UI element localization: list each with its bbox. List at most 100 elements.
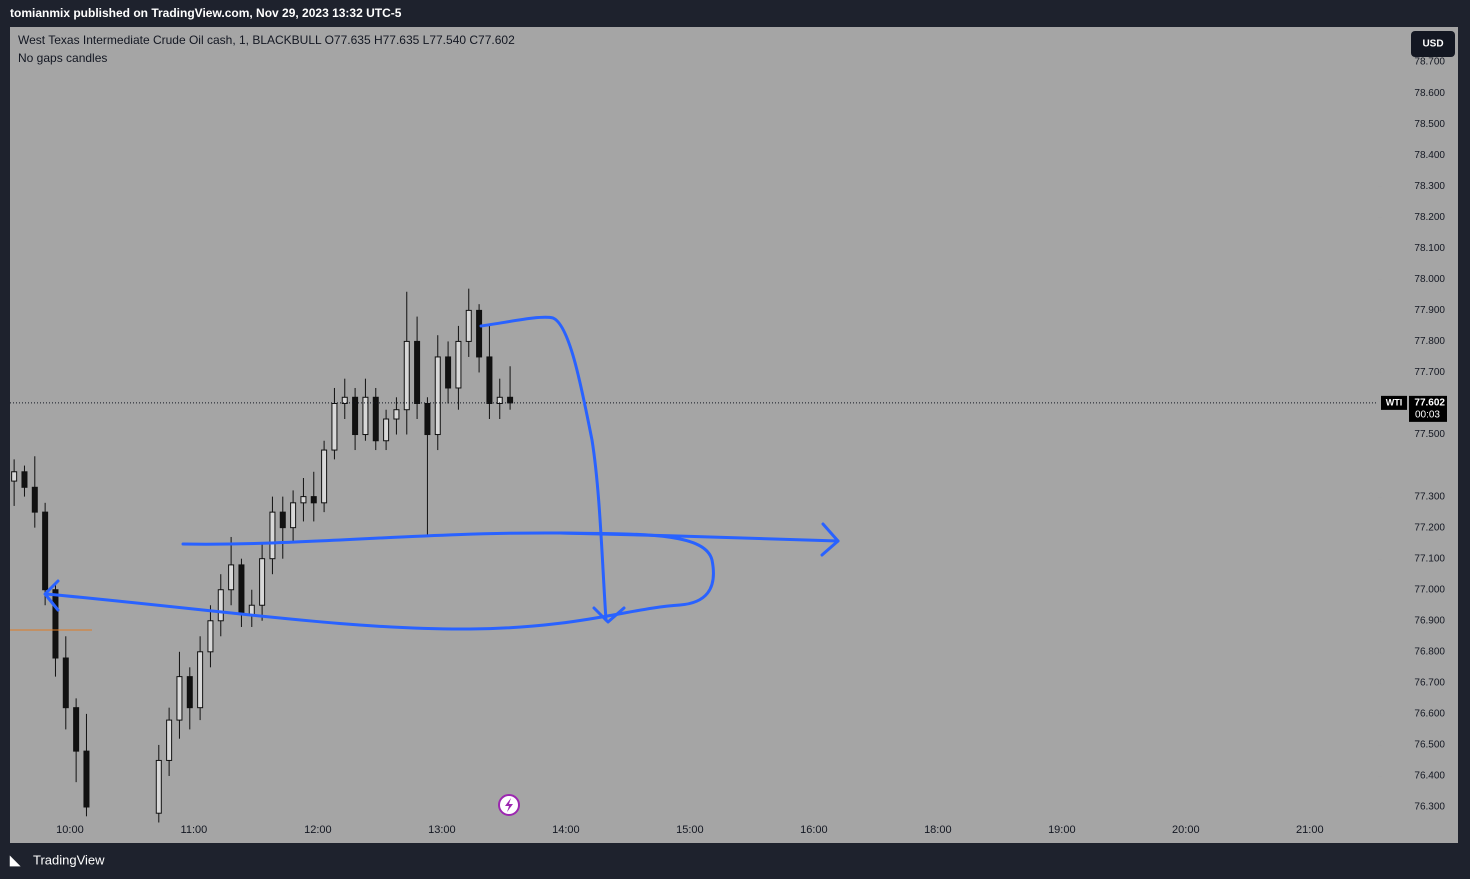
candle-body	[465, 309, 472, 342]
candle-body	[455, 340, 462, 389]
x-tick-label: 13:00	[428, 824, 456, 836]
candle-body	[383, 418, 390, 442]
price-tag	[1409, 395, 1447, 422]
y-tick-label: 76.600	[1414, 709, 1445, 720]
y-tick-label: 77.300	[1414, 491, 1445, 502]
drawing-line	[558, 531, 840, 543]
x-tick-label: 15:00	[676, 824, 704, 836]
y-tick-label: 76.700	[1414, 677, 1445, 688]
y-tick-label: 76.900	[1414, 615, 1445, 626]
candle-body	[403, 340, 410, 411]
chart-panel	[10, 27, 1458, 843]
brand: TradingView	[33, 852, 105, 867]
lightning-bolt	[505, 798, 513, 812]
drawing-loop	[44, 531, 715, 631]
candle-body	[424, 402, 431, 436]
candle-body	[434, 356, 441, 436]
candle-body	[290, 502, 297, 529]
currency-label[interactable]: USD	[1422, 39, 1443, 50]
candle-body	[372, 396, 379, 442]
candle-body	[352, 396, 359, 436]
price-tag-label: 77.602	[1414, 398, 1445, 409]
y-tick-label: 77.800	[1414, 336, 1445, 347]
publisher: tomianmix published on TradingView.com, …	[10, 6, 402, 20]
candle-body	[507, 396, 514, 404]
y-tick-label: 76.400	[1414, 771, 1445, 782]
y-tick-label: 77.700	[1414, 367, 1445, 378]
chart-subtitle: No gaps candles	[18, 51, 107, 65]
y-tick-label: 77.200	[1414, 522, 1445, 533]
candle-body	[486, 356, 493, 404]
y-tick-label: 78.400	[1414, 150, 1445, 161]
candle-body	[52, 589, 59, 659]
x-tick-label: 10:00	[56, 824, 84, 836]
candle-body	[11, 471, 18, 482]
candle-body	[300, 496, 307, 504]
drawings	[43, 315, 840, 631]
candle-body	[83, 750, 90, 808]
x-tick-label: 21:00	[1296, 824, 1324, 836]
candle-body	[21, 471, 28, 488]
y-tick-label: 77.100	[1414, 553, 1445, 564]
candle-body	[341, 396, 348, 404]
candle-body	[310, 496, 317, 504]
y-tick-label: 77.000	[1414, 584, 1445, 595]
y-tick-label: 77.900	[1414, 305, 1445, 316]
y-tick-label: 77.500	[1414, 429, 1445, 440]
candle-body	[279, 511, 286, 529]
candle-body	[331, 402, 338, 451]
logo-mark: ◣	[9, 852, 21, 867]
y-tick-label: 78.000	[1414, 274, 1445, 285]
y-tick-label: 78.300	[1414, 181, 1445, 192]
candle-body	[176, 676, 183, 721]
candle-body	[238, 564, 245, 616]
candle-body	[155, 759, 162, 814]
y-tick-label: 76.800	[1414, 646, 1445, 657]
candle-body	[321, 449, 328, 504]
candle-body	[62, 657, 69, 709]
candle-body	[476, 309, 483, 358]
candle-body	[445, 356, 452, 389]
x-tick-label: 19:00	[1048, 824, 1076, 836]
x-tick-label: 16:00	[800, 824, 828, 836]
currency-button[interactable]	[1411, 31, 1455, 57]
y-tick-label: 78.600	[1414, 88, 1445, 99]
x-tick-label: 14:00	[552, 824, 580, 836]
candle-body	[496, 396, 503, 404]
candle-body	[207, 620, 214, 653]
plot: 76.300 76.400 76.500 76.600 76.700 76.800 76.9…	[10, 57, 1447, 836]
x-tick-label: 11:00	[181, 824, 208, 836]
candle-body	[269, 511, 276, 560]
candle-body	[186, 676, 193, 709]
countdown-label: 00:03	[1415, 410, 1440, 421]
y-tick-label: 78.100	[1414, 243, 1445, 254]
y-tick-label: 78.200	[1414, 212, 1445, 223]
candle-body	[42, 511, 49, 591]
candle-body	[217, 589, 224, 622]
x-tick-label: 18:00	[924, 824, 952, 836]
candle-body	[393, 409, 400, 420]
candle-body	[362, 396, 369, 436]
y-tick-label: 76.300	[1414, 802, 1445, 813]
y-tick-label: 78.500	[1414, 119, 1445, 130]
candle-body	[259, 558, 266, 606]
candle-body	[248, 604, 255, 616]
chart-legend: West Texas Intermediate Crude Oil cash, …	[18, 33, 515, 47]
drawing-arrowhead	[43, 579, 60, 612]
drawing-arrowhead	[820, 522, 840, 557]
candle-body	[228, 564, 235, 591]
symbol-tag	[1381, 395, 1407, 410]
drawing-curve	[479, 315, 608, 622]
candle-body	[414, 340, 421, 404]
y-tick-label: 76.500	[1414, 740, 1445, 751]
candle-body	[31, 486, 38, 513]
x-tick-label: 12:00	[304, 824, 332, 836]
symbol-label: WTI	[1386, 397, 1403, 407]
y-tick-label: 78.700	[1414, 57, 1445, 68]
x-tick-label: 20:00	[1172, 824, 1200, 836]
candle-body	[166, 719, 173, 761]
candle-body	[73, 707, 80, 752]
candle-body	[197, 651, 204, 709]
